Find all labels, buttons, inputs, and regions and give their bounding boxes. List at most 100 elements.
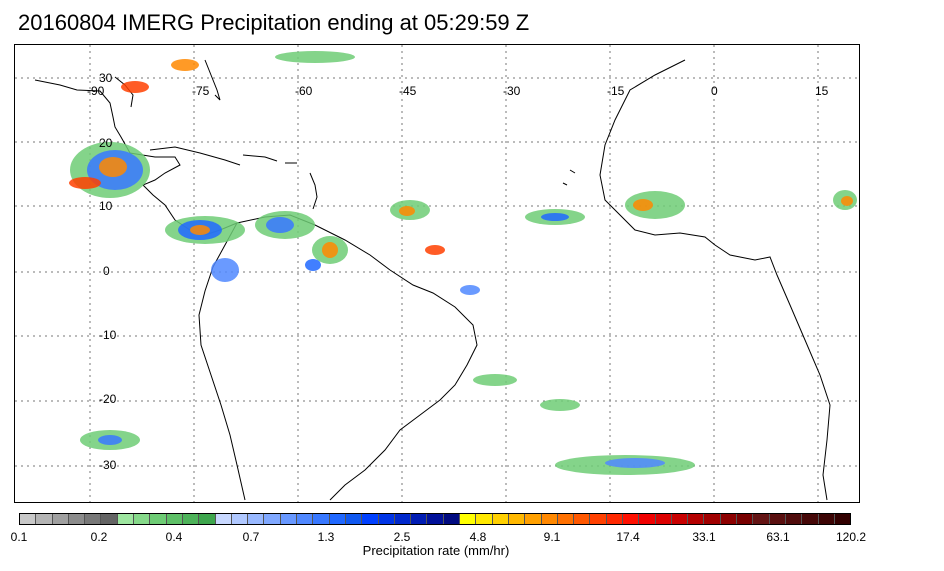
colorbar-swatch (671, 514, 689, 524)
coastlines (34, 59, 831, 501)
colorbar-swatch (101, 514, 118, 524)
africa-coast (599, 59, 831, 501)
colorbar-tick-label: 63.1 (766, 530, 790, 544)
lat-label: -10 (99, 328, 117, 342)
colorbar-swatch (574, 514, 591, 524)
colorbar-swatch (117, 514, 135, 524)
colorbar-tick-label: 17.4 (616, 530, 640, 544)
colorbar-swatch (476, 514, 493, 524)
colorbar-swatch (590, 514, 607, 524)
lon-label: -90 (87, 84, 105, 98)
colorbar-swatch (525, 514, 542, 524)
precip-cell (190, 225, 210, 235)
colorbar-swatch (248, 514, 265, 524)
colorbar-swatch (150, 514, 167, 524)
lon-label: -30 (503, 84, 521, 98)
colorbar-tick-label: 9.1 (543, 530, 561, 544)
colorbar-swatch (704, 514, 721, 524)
cuba (149, 146, 241, 166)
colorbar-swatch (411, 514, 428, 524)
precip-cell (275, 51, 355, 63)
lat-label: 10 (99, 199, 113, 213)
precip-cell (540, 399, 580, 411)
colorbar-swatch (541, 514, 558, 524)
colorbar-swatch (753, 514, 770, 524)
precip-cell (121, 81, 149, 93)
colorbar-swatch (606, 514, 623, 524)
colorbar-tick-label: 0.4 (165, 530, 183, 544)
colorbar-swatch (720, 514, 738, 524)
precip-cell (625, 191, 685, 219)
precipitation-field (69, 51, 857, 475)
colorbar-swatch (68, 514, 86, 524)
colorbar-swatch (427, 514, 444, 524)
colorbar-swatch (85, 514, 102, 524)
map-title: 20160804 IMERG Precipitation ending at 0… (18, 10, 530, 35)
lon-label: -60 (295, 84, 313, 98)
colorbar-swatch (329, 514, 346, 524)
south-america-coast (198, 214, 478, 501)
colorbar-swatch (231, 514, 249, 524)
colorbar (19, 513, 851, 525)
map-canvas (15, 45, 859, 502)
colorbar-swatch (264, 514, 281, 524)
colorbar-tick-label: 2.5 (393, 530, 411, 544)
graticule (15, 45, 859, 502)
colorbar-swatch (199, 514, 216, 524)
colorbar-swatch (492, 514, 509, 524)
colorbar-tick-label: 33.1 (692, 530, 716, 544)
precip-cell (399, 206, 415, 216)
colorbar-swatch (785, 514, 803, 524)
colorbar-tick-label: 0.7 (242, 530, 260, 544)
lon-label: -45 (399, 84, 417, 98)
precip-cell (841, 196, 853, 206)
colorbar-swatch (834, 514, 851, 524)
lon-label: -75 (192, 84, 210, 98)
precip-cell (460, 285, 480, 295)
colorbar-tick-label: 1.3 (317, 530, 335, 544)
colorbar-swatch (737, 514, 754, 524)
hispaniola (242, 154, 278, 162)
lat-label: -20 (99, 392, 117, 406)
colorbar-swatch (443, 514, 461, 524)
precip-cell (305, 259, 321, 271)
colorbar-swatch (557, 514, 575, 524)
colorbar-tick-label: 0.2 (90, 530, 108, 544)
lat-label: 30 (99, 71, 113, 85)
colorbar-swatch (297, 514, 314, 524)
colorbar-swatch (362, 514, 379, 524)
colorbar-tick-label: 120.2 (835, 530, 867, 544)
colorbar-swatch (622, 514, 640, 524)
lat-label: 20 (99, 136, 113, 150)
precip-cell (211, 258, 239, 282)
precip-cell (171, 59, 199, 71)
precip-cell (425, 245, 445, 255)
colorbar-swatch (655, 514, 672, 524)
colorbar-tick-label: 0.1 (10, 530, 28, 544)
colorbar-swatch (52, 514, 69, 524)
colorbar-tick-label: 4.8 (469, 530, 487, 544)
lat-label: -30 (99, 458, 117, 472)
colorbar-swatch (166, 514, 183, 524)
precip-cell (605, 458, 665, 468)
colorbar-swatch (378, 514, 395, 524)
precip-cell (69, 177, 101, 189)
colorbar-swatch (20, 514, 37, 524)
precip-cell (473, 374, 517, 386)
colorbar-swatch (313, 514, 330, 524)
colorbar-swatch (36, 514, 53, 524)
colorbar-swatch (134, 514, 151, 524)
colorbar-swatch (802, 514, 819, 524)
florida (204, 59, 221, 101)
colorbar-swatch (215, 514, 232, 524)
colorbar-swatch (182, 514, 200, 524)
lon-label: 15 (815, 84, 829, 98)
precip-cell (322, 242, 338, 258)
lat-label: 0 (103, 264, 110, 278)
colorbar-title: Precipitation rate (mm/hr) (362, 543, 510, 558)
precip-cell (541, 213, 569, 221)
lesser-antilles (309, 172, 318, 210)
colorbar-swatch (688, 514, 705, 524)
precip-cell (266, 217, 294, 233)
colorbar-swatch (508, 514, 526, 524)
